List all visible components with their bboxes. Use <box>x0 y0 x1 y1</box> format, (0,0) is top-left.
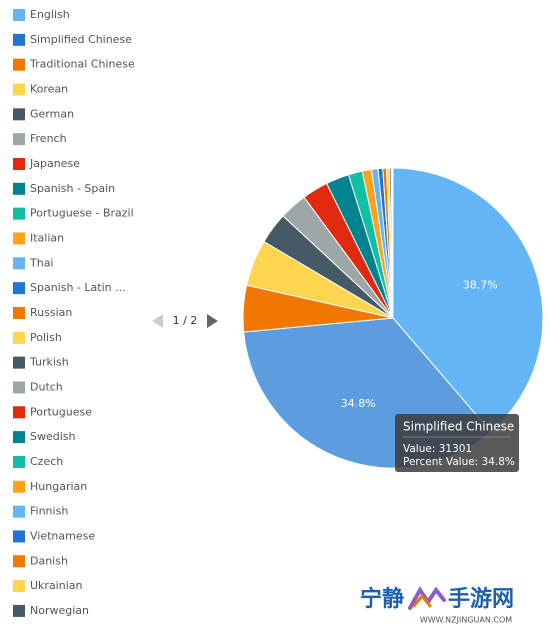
pager-prev[interactable] <box>152 314 163 328</box>
legend-label[interactable]: Traditional Chinese <box>29 58 135 71</box>
tooltip-percent: Percent Value: 34.8% <box>403 456 515 468</box>
legend-swatch[interactable] <box>13 480 25 493</box>
watermark-name: 宁静 <box>360 586 404 612</box>
tooltip-value: Value: 31301 <box>403 443 472 455</box>
legend-swatch[interactable] <box>13 381 25 394</box>
legend-pager: 1 / 2 <box>152 314 218 328</box>
legend-swatch[interactable] <box>13 555 25 568</box>
tooltip-box <box>395 414 519 472</box>
legend-label[interactable]: Dutch <box>30 380 63 393</box>
legend-swatch[interactable] <box>13 505 25 518</box>
legend-label[interactable]: English <box>30 8 70 21</box>
legend-label[interactable]: German <box>30 107 74 120</box>
watermark-url: WWW.NZJINGUAN.COM <box>420 616 512 625</box>
legend-swatch[interactable] <box>13 83 25 96</box>
legend-swatch[interactable] <box>13 232 25 245</box>
legend-label[interactable]: Portuguese - Brazil <box>30 207 134 220</box>
watermark-name: 手游网 <box>448 586 514 612</box>
legend-label[interactable]: French <box>30 132 67 145</box>
pie-slice[interactable] <box>392 167 544 433</box>
legend-label[interactable]: Spanish - Latin ... <box>30 281 126 294</box>
legend-label[interactable]: Finnish <box>30 505 68 518</box>
legend-label[interactable]: Spanish - Spain <box>30 182 115 195</box>
legend-label[interactable]: Thai <box>29 256 54 269</box>
legend-swatch[interactable] <box>13 331 25 344</box>
legend-swatch[interactable] <box>13 9 25 21</box>
legend-swatch[interactable] <box>13 530 25 543</box>
legend-swatch[interactable] <box>13 604 25 617</box>
legend-swatch[interactable] <box>13 108 25 121</box>
legend-label[interactable]: Italian <box>30 231 64 244</box>
pager-next[interactable] <box>207 314 218 328</box>
legend-label[interactable]: Turkish <box>29 356 69 369</box>
legend-label[interactable]: Portuguese <box>30 405 92 418</box>
legend-swatch[interactable] <box>13 257 25 270</box>
legend-label[interactable]: Russian <box>30 306 72 319</box>
slice-label: 34.8% <box>341 397 376 410</box>
legend-swatch[interactable] <box>13 33 25 46</box>
legend-swatch[interactable] <box>13 455 25 468</box>
legend-swatch[interactable] <box>13 157 25 170</box>
legend-label[interactable]: Swedish <box>30 430 76 443</box>
legend-label[interactable]: Polish <box>30 331 62 344</box>
legend: English Simplified Chinese Traditional Chi… <box>13 8 135 617</box>
legend-label[interactable]: Czech <box>30 455 63 468</box>
pager-label: 1 / 2 <box>173 314 198 327</box>
watermark: 宁静 手游网 WWW.NZJINGUAN.COM <box>360 586 514 625</box>
legend-swatch[interactable] <box>13 431 25 444</box>
legend-label[interactable]: Danish <box>30 554 68 567</box>
slice-label: 38.7% <box>463 279 498 292</box>
legend-swatch[interactable] <box>13 182 25 195</box>
legend-label[interactable]: Korean <box>30 82 68 95</box>
legend-swatch[interactable] <box>13 580 25 593</box>
legend-label[interactable]: Vietnamese <box>30 529 95 542</box>
watermark-logo-accent <box>412 593 432 608</box>
legend-label[interactable]: Simplified Chinese <box>30 33 132 46</box>
legend-swatch[interactable] <box>13 306 25 319</box>
legend-swatch[interactable] <box>13 58 25 71</box>
legend-swatch[interactable] <box>13 406 25 419</box>
legend-swatch[interactable] <box>13 356 25 369</box>
legend-label[interactable]: Norwegian <box>30 604 89 617</box>
tooltip-title: Simplified Chinese <box>403 420 514 434</box>
legend-label[interactable]: Hungarian <box>30 480 87 493</box>
tooltip: Simplified Chinese Value: 31301 Percent … <box>395 414 519 472</box>
legend-swatch[interactable] <box>13 133 25 146</box>
legend-label[interactable]: Ukrainian <box>30 579 83 592</box>
legend-swatch[interactable] <box>13 282 25 295</box>
legend-label[interactable]: Japanese <box>29 157 80 170</box>
legend-swatch[interactable] <box>13 207 25 220</box>
